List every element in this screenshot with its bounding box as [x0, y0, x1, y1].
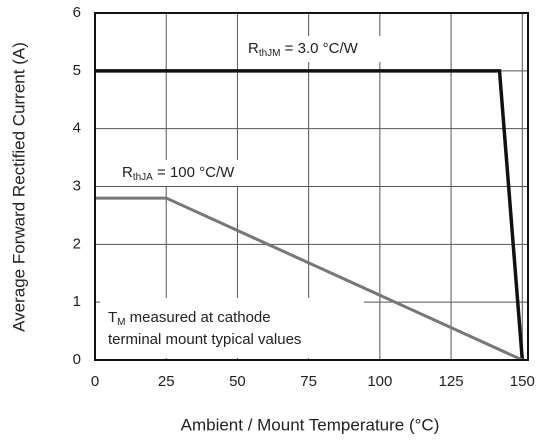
annotation-text: = 100 °C/W — [153, 164, 235, 181]
y-tick-label: 3 — [73, 177, 81, 194]
annotation-subscript: M — [117, 317, 125, 328]
x-tick-label: 75 — [300, 373, 317, 390]
annotation-background — [114, 160, 274, 186]
series-line — [95, 196, 523, 362]
x-tick-label: 0 — [91, 373, 99, 390]
y-tick-label: 6 — [73, 4, 81, 21]
y-tick-label: 1 — [73, 293, 81, 310]
annotation: RthJM = 3.0 °C/W — [248, 40, 359, 59]
x-tick-label: 125 — [439, 373, 464, 390]
annotation: TM measured at cathode — [108, 309, 271, 328]
plot-frame — [94, 12, 529, 361]
annotation-text: R — [122, 164, 133, 181]
annotation-background — [100, 298, 364, 358]
annotation-background — [240, 36, 405, 62]
x-tick-label: 50 — [229, 373, 246, 390]
series-line — [95, 69, 525, 361]
y-tick-label: 4 — [73, 120, 81, 137]
annotation-text: R — [248, 40, 259, 57]
y-axis-label: Average Forward Rectified Current (A) — [9, 42, 28, 332]
annotation-subscript: thJM — [259, 48, 281, 59]
y-tick-label: 2 — [73, 235, 81, 252]
x-tick-label: 150 — [510, 373, 535, 390]
annotation: terminal mount typical values — [108, 331, 301, 348]
annotation-text: measured at cathode — [126, 309, 271, 326]
annotation: RthJA = 100 °C/W — [122, 164, 235, 183]
y-tick-label: 5 — [73, 62, 81, 79]
x-tick-label: 25 — [158, 373, 175, 390]
annotation-subscript: thJA — [133, 172, 153, 183]
annotation-text: T — [108, 309, 117, 326]
x-axis-label: Ambient / Mount Temperature (°C) — [181, 415, 440, 434]
x-tick-label: 100 — [367, 373, 392, 390]
annotation-text: terminal mount typical values — [108, 331, 301, 348]
annotation-text: = 3.0 °C/W — [281, 40, 359, 57]
y-tick-label: 0 — [73, 351, 81, 368]
